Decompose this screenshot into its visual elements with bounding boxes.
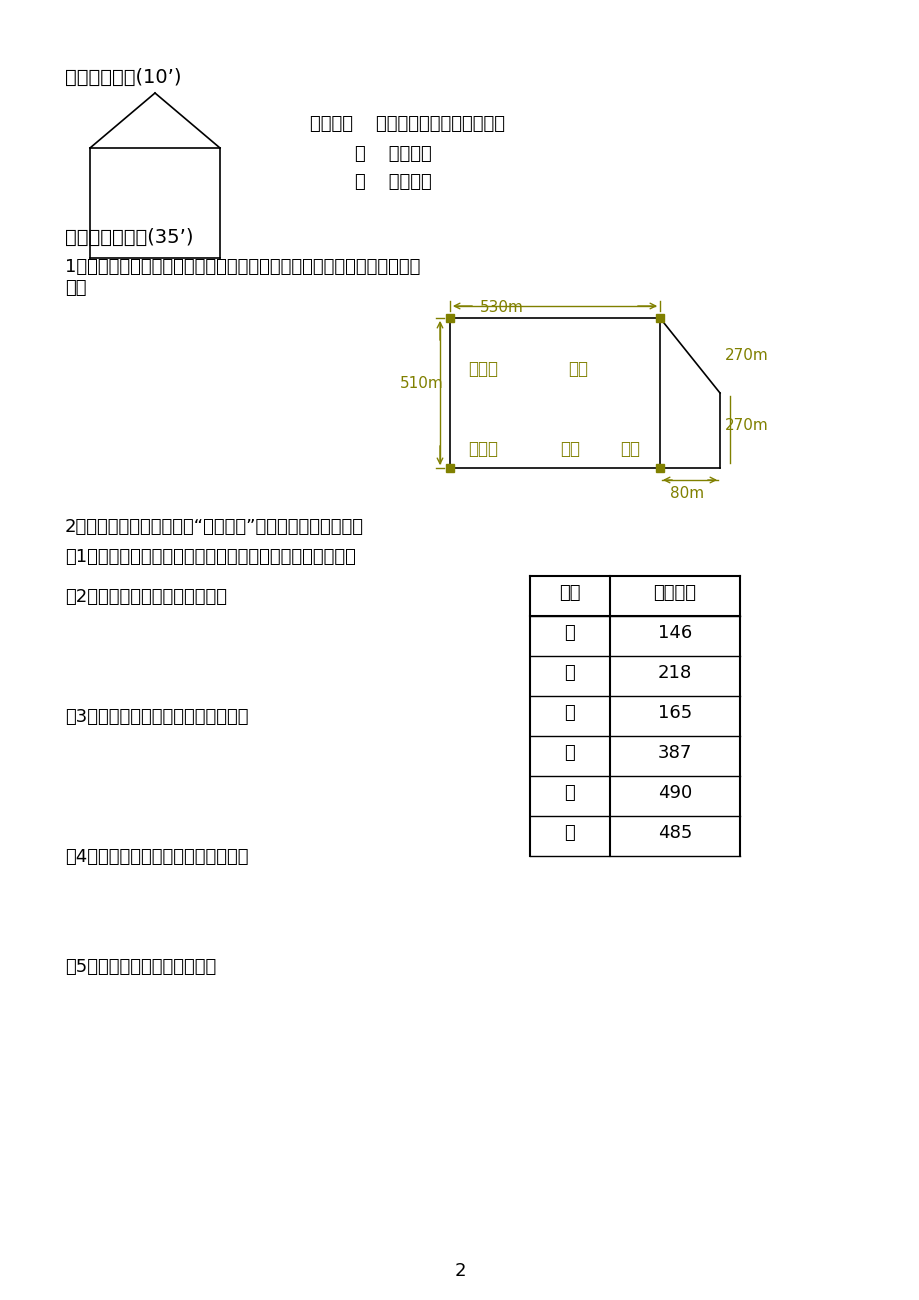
Text: 人民币元: 人民币元 (652, 584, 696, 602)
Text: （4）哪两个年级捐款的数量最接近？: （4）哪两个年级捐款的数量最接近？ (65, 848, 248, 866)
Text: （1）哪个年级捐款最多？哪个年级捐款最少？相差多少元？: （1）哪个年级捐款最多？哪个年级捐款最少？相差多少元？ (65, 549, 356, 566)
Bar (655, 464, 664, 472)
Text: 218: 218 (657, 664, 691, 683)
Text: （    ）个锐角: （ ）个锐角 (355, 146, 431, 162)
Text: （    ）个閈角: （ ）个閈角 (355, 173, 431, 191)
Text: 146: 146 (657, 624, 691, 642)
Text: 387: 387 (657, 744, 691, 762)
Text: 年级: 年级 (559, 584, 580, 602)
Text: 图中有（    ）个直角，用符号表示出来: 图中有（ ）个直角，用符号表示出来 (310, 114, 505, 133)
Text: 三: 三 (564, 705, 574, 722)
Text: 270m: 270m (724, 419, 768, 433)
Text: 二: 二 (564, 664, 574, 683)
Text: 四、操作题。(10’): 四、操作题。(10’) (65, 68, 181, 87)
Text: 80m: 80m (669, 486, 703, 500)
Text: 学校: 学校 (619, 439, 640, 458)
Text: （3）四年级比二年级多捐款多少元？: （3）四年级比二年级多捐款多少元？ (65, 708, 248, 725)
Bar (446, 464, 453, 472)
Text: （2）五、六年级共捐款多少元？: （2）五、六年级共捐款多少元？ (65, 588, 227, 606)
Text: 四: 四 (564, 744, 574, 762)
Text: 2、光明一至六年级学生为“希望工程”捐款情况如下表所示：: 2、光明一至六年级学生为“希望工程”捐款情况如下表所示： (65, 517, 364, 536)
Text: 书店: 书店 (560, 439, 579, 458)
Bar (655, 315, 664, 322)
Text: （5）你还想提哪些数学问题？: （5）你还想提哪些数学问题？ (65, 958, 216, 976)
Text: 五: 五 (564, 784, 574, 802)
Text: 小明家: 小明家 (468, 360, 497, 378)
Text: 165: 165 (657, 705, 691, 722)
Bar (446, 315, 453, 322)
Text: 2: 2 (454, 1262, 465, 1280)
Text: 六: 六 (564, 824, 574, 842)
Text: 五、解决问题。(35’): 五、解决问题。(35’) (65, 227, 193, 247)
Text: 一: 一 (564, 624, 574, 642)
Text: 490: 490 (657, 784, 691, 802)
Text: 市场: 市场 (567, 360, 587, 378)
Text: 270m: 270m (724, 348, 768, 363)
Text: 485: 485 (657, 824, 691, 842)
Text: 少年宫: 少年宫 (468, 439, 497, 458)
Text: 1、看下图，小明从家里出发，去上学，请问走哪条路更近＿至少要走多少
米＿: 1、看下图，小明从家里出发，去上学，请问走哪条路更近＿至少要走多少 米＿ (65, 257, 420, 296)
Text: 510m: 510m (400, 376, 443, 391)
Text: 530m: 530m (480, 300, 523, 315)
